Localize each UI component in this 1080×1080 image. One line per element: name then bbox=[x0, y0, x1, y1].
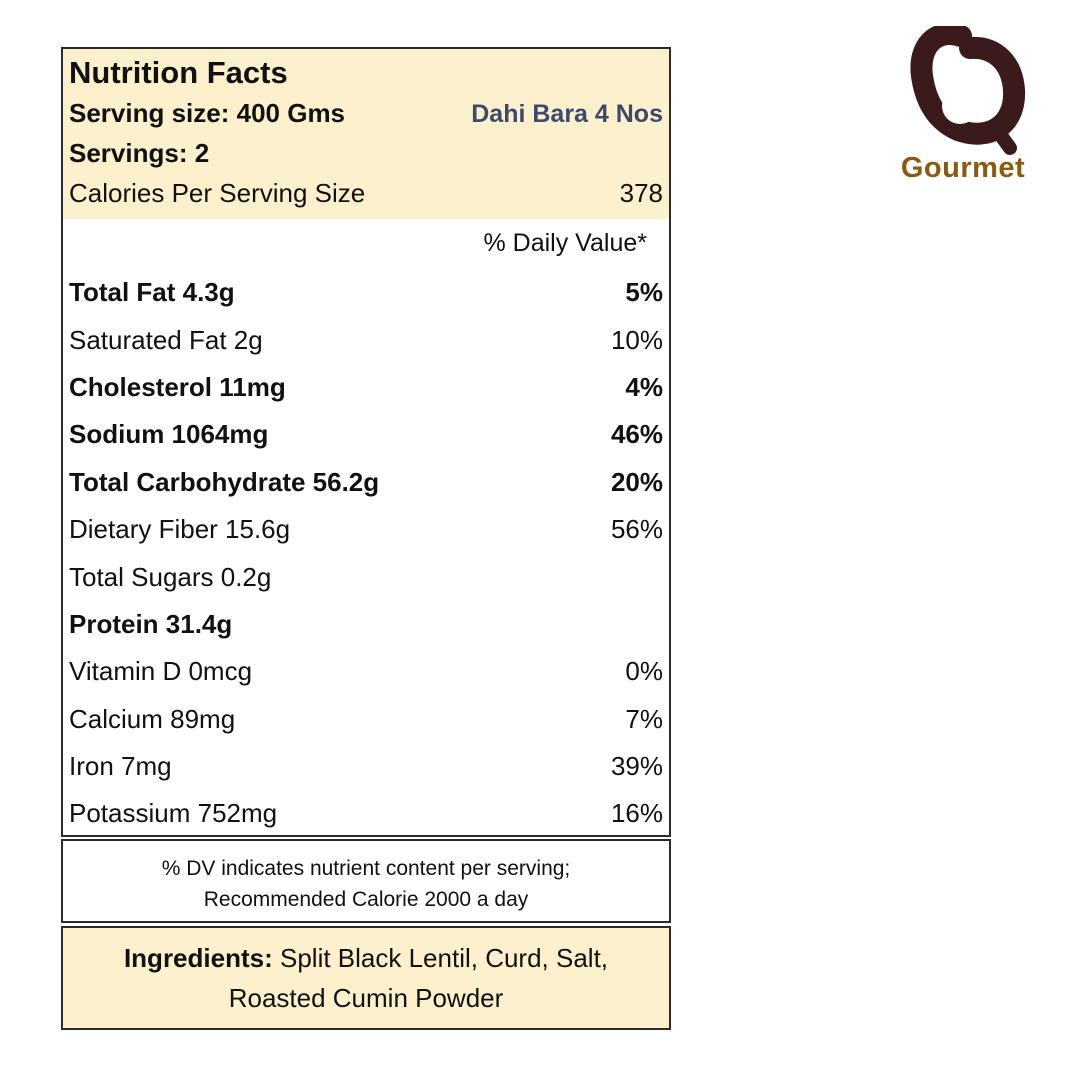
daily-value-note: % DV indicates nutrient content per serv… bbox=[61, 839, 671, 923]
nutrient-dv: 16% bbox=[610, 798, 663, 829]
nutrient-row: Cholesterol 11mg 4% bbox=[63, 364, 669, 411]
nutrient-row: Vitamin D 0mcg 0% bbox=[63, 648, 669, 695]
nutrient-row: Protein 31.4g bbox=[63, 601, 669, 648]
nutrient-row: Dietary Fiber 15.6g 56% bbox=[63, 506, 669, 553]
serving-size: Serving size: 400 Gms bbox=[69, 98, 346, 128]
note-line-2: Recommended Calorie 2000 a day bbox=[203, 888, 529, 911]
nutrient-row: Potassium 752mg 16% bbox=[63, 790, 669, 837]
nutrient-name: Total Fat 4.3g bbox=[69, 277, 235, 308]
dish-name: Dahi Bara 4 Nos bbox=[471, 100, 663, 128]
nutrient-row: Calcium 89mg 7% bbox=[63, 696, 669, 743]
logo-text: Gourmet bbox=[900, 152, 1026, 184]
nutrient-name: Calcium 89mg bbox=[69, 703, 236, 734]
nutrient-dv: 10% bbox=[610, 324, 663, 355]
logo-mark-icon bbox=[910, 26, 1026, 155]
nutrient-row: Saturated Fat 2g 10% bbox=[63, 316, 669, 363]
nutrient-name: Saturated Fat 2g bbox=[69, 324, 263, 355]
nutrient-dv: 0% bbox=[625, 656, 663, 687]
nutrient-dv: 7% bbox=[625, 703, 663, 734]
nutrition-facts-panel: Nutrition Facts Serving size: 400 Gms Da… bbox=[61, 47, 671, 837]
nutrient-name: Dietary Fiber 15.6g bbox=[69, 514, 291, 545]
nutrient-dv: 20% bbox=[610, 466, 663, 497]
serving-size-row: Serving size: 400 Gms Dahi Bara 4 Nos bbox=[69, 97, 663, 129]
calories-row: Calories Per Serving Size 378 bbox=[69, 177, 663, 209]
nutrient-dv: 56% bbox=[610, 514, 663, 545]
nutrient-dv: 4% bbox=[625, 371, 663, 402]
ingredients-label: Ingredients: bbox=[123, 943, 273, 973]
label-header: Nutrition Facts Serving size: 400 Gms Da… bbox=[63, 49, 669, 219]
nutrient-row: Sodium 1064mg 46% bbox=[63, 411, 669, 458]
nutrient-name: Total Sugars 0.2g bbox=[69, 561, 272, 592]
nutrient-name: Vitamin D 0mcg bbox=[69, 656, 253, 687]
daily-value-header: % Daily Value* bbox=[483, 229, 647, 257]
gourmet-logo: Gourmet bbox=[898, 26, 1028, 196]
nutrient-dv: 39% bbox=[610, 751, 663, 782]
nutrient-row: Iron 7mg 39% bbox=[63, 743, 669, 790]
nutrient-row: Total Carbohydrate 56.2g 20% bbox=[63, 459, 669, 506]
nutrient-name: Sodium 1064mg bbox=[69, 419, 269, 450]
nutrient-name: Potassium 752mg bbox=[69, 798, 278, 829]
nutrient-name: Total Carbohydrate 56.2g bbox=[69, 466, 380, 497]
nutrient-name: Cholesterol 11mg bbox=[69, 371, 286, 402]
ingredients-line-1: Ingredients: Split Black Lentil, Curd, S… bbox=[63, 938, 669, 978]
calories-label: Calories Per Serving Size bbox=[69, 178, 366, 208]
ingredients-box: Ingredients: Split Black Lentil, Curd, S… bbox=[61, 926, 671, 1030]
nutrient-dv: 46% bbox=[610, 419, 663, 450]
nutrient-row: Total Fat 4.3g 5% bbox=[63, 269, 669, 316]
calories-value: 378 bbox=[619, 178, 663, 208]
nutrient-dv: 5% bbox=[625, 277, 663, 308]
nutrient-name: Iron 7mg bbox=[69, 751, 172, 782]
ingredients-text-1: Split Black Lentil, Curd, Salt, bbox=[279, 943, 609, 973]
servings: Servings: 2 bbox=[69, 138, 210, 168]
nutrient-name: Protein 31.4g bbox=[69, 608, 233, 639]
nutrient-row: Total Sugars 0.2g bbox=[63, 553, 669, 600]
label-title: Nutrition Facts bbox=[69, 55, 288, 90]
ingredients-text-2: Roasted Cumin Powder bbox=[228, 983, 504, 1013]
note-line-1: % DV indicates nutrient content per serv… bbox=[161, 857, 571, 880]
